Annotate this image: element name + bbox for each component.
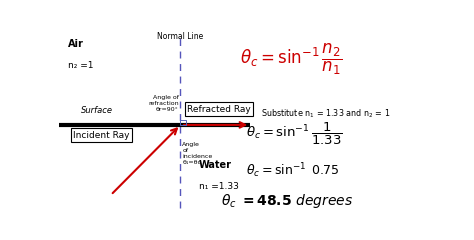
Text: Surface: Surface bbox=[82, 106, 113, 115]
Text: Refracted Ray: Refracted Ray bbox=[187, 105, 251, 114]
Text: n₁ =1.33: n₁ =1.33 bbox=[199, 182, 239, 191]
Text: n₂ =1: n₂ =1 bbox=[68, 61, 94, 70]
Text: Incident Ray: Incident Ray bbox=[73, 131, 130, 140]
Text: Water: Water bbox=[199, 160, 232, 170]
Text: Angle
of
incidence
θ₁=θc: Angle of incidence θ₁=θc bbox=[182, 142, 212, 165]
Bar bbox=[181, 120, 186, 125]
Text: $\boldsymbol{\theta_c}$ $\boldsymbol{= 48.5}$ $\boldsymbol{\mathit{degrees}}$: $\boldsymbol{\theta_c}$ $\boldsymbol{= 4… bbox=[221, 192, 353, 210]
Text: Air: Air bbox=[68, 39, 84, 49]
Text: Normal Line: Normal Line bbox=[157, 32, 204, 41]
Text: $\theta_c = \sin^{-1}\dfrac{n_2}{n_1}$: $\theta_c = \sin^{-1}\dfrac{n_2}{n_1}$ bbox=[239, 42, 342, 77]
Text: Substitute $\mathregular{n_1}$ = 1.33 and $\mathregular{n_2}$ = 1: Substitute $\mathregular{n_1}$ = 1.33 an… bbox=[261, 107, 391, 120]
Text: $\theta_c = \sin^{-1}\ 0.75$: $\theta_c = \sin^{-1}\ 0.75$ bbox=[246, 161, 339, 180]
Text: Angle of
refraction
θr=90°: Angle of refraction θr=90° bbox=[148, 95, 179, 112]
Text: $\theta_c = \sin^{-1}\dfrac{1}{1.33}$: $\theta_c = \sin^{-1}\dfrac{1}{1.33}$ bbox=[246, 121, 343, 147]
